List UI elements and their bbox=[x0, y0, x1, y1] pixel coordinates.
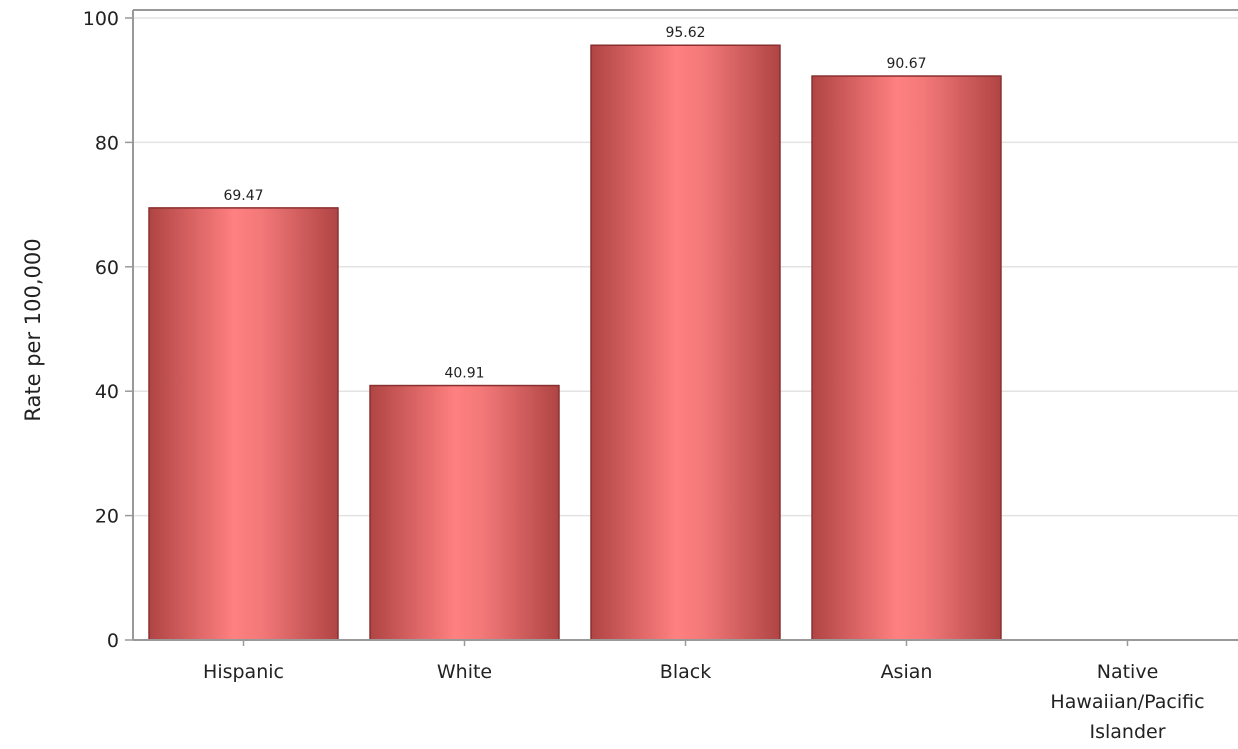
axes bbox=[125, 9, 1238, 646]
x-tick-label: White bbox=[437, 661, 492, 683]
bar bbox=[811, 75, 1002, 641]
x-tick-label: Hispanic bbox=[203, 661, 284, 683]
bar bbox=[369, 384, 560, 641]
data-label: 95.62 bbox=[665, 25, 705, 41]
y-axis-title: Rate per 100,000 bbox=[21, 238, 45, 421]
y-tick-label: 40 bbox=[95, 381, 119, 403]
y-tick-label: 80 bbox=[95, 132, 119, 154]
x-tick-label: Black bbox=[660, 661, 711, 683]
data-label: 90.67 bbox=[886, 56, 926, 72]
x-tick-label: Native Hawaiian/Pacific Islander bbox=[1050, 661, 1204, 743]
bar bbox=[148, 207, 339, 641]
bars bbox=[148, 44, 1002, 641]
bar bbox=[590, 44, 781, 641]
data-label: 69.47 bbox=[223, 188, 263, 204]
y-tick-label: 0 bbox=[107, 630, 119, 652]
y-tick-label: 20 bbox=[95, 506, 119, 528]
data-label: 40.91 bbox=[444, 366, 484, 382]
y-tick-label: 60 bbox=[95, 257, 119, 279]
y-tick-label: 100 bbox=[83, 8, 119, 30]
x-tick-label: Asian bbox=[881, 661, 933, 683]
labels: 0 20 40 60 80 100 69.47 Hispanic 40.91 White 95.62… bbox=[83, 8, 1205, 743]
